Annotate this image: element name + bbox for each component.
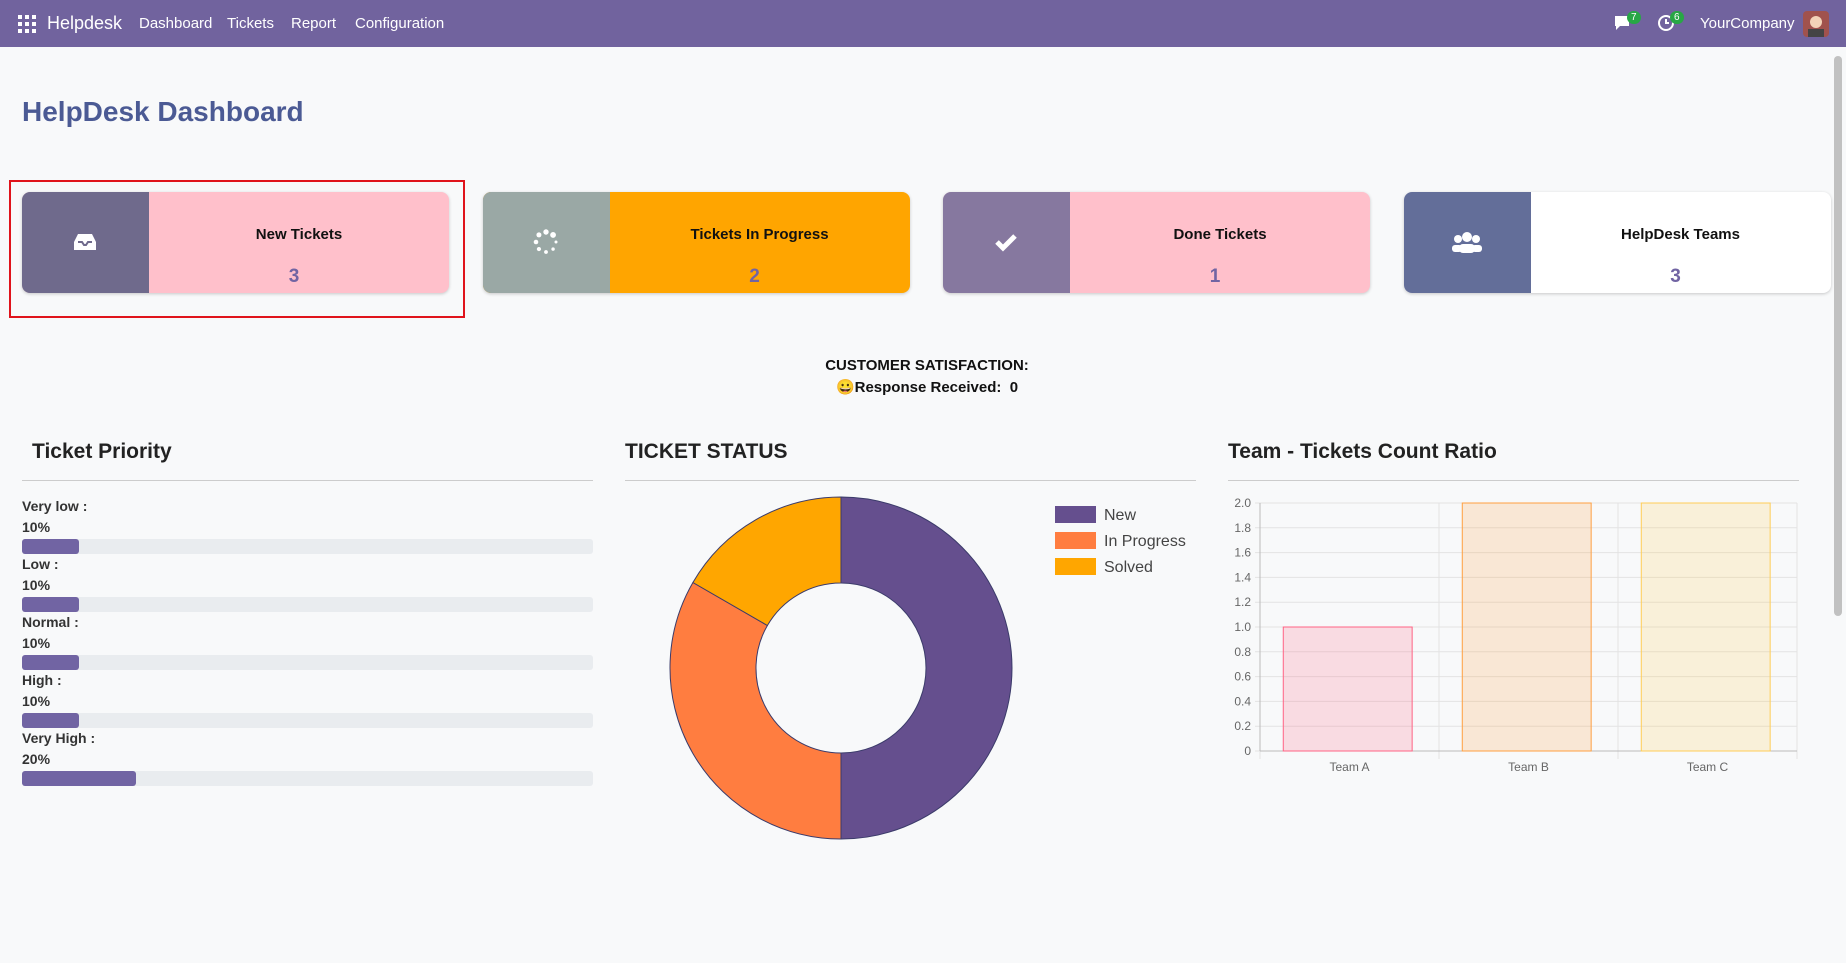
y-tick-label: 0.8 xyxy=(1234,645,1251,659)
card-label: Tickets In Progress xyxy=(690,226,829,243)
legend-swatch xyxy=(1055,506,1096,523)
bar xyxy=(1640,502,1771,752)
card-icon xyxy=(533,229,557,254)
card-icon-box xyxy=(22,192,149,293)
stat-card[interactable]: Done Tickets 1 xyxy=(943,192,1370,293)
company[interactable]: YourCompany xyxy=(1700,15,1795,32)
legend-swatch xyxy=(1055,532,1096,549)
x-tick-label: Team C xyxy=(1687,760,1729,774)
menu-item[interactable]: Tickets xyxy=(227,15,274,32)
divider xyxy=(22,480,593,481)
donut-slice xyxy=(669,581,842,840)
card-label: Done Tickets xyxy=(1173,226,1267,243)
menu-item[interactable]: Dashboard xyxy=(139,15,213,32)
section-title: Team - Tickets Count Ratio xyxy=(1228,440,1497,463)
x-tick-label: Team A xyxy=(1329,760,1369,774)
priority-percent: 10% xyxy=(22,693,51,709)
progress-track xyxy=(22,771,593,786)
messages-badge: 7 xyxy=(1627,11,1641,24)
progress-bar xyxy=(22,597,80,612)
highlight-box xyxy=(9,180,465,318)
donut-chart: New In Progress Solved xyxy=(669,496,1186,840)
apps-icon[interactable] xyxy=(18,15,36,33)
priority-label: Low : xyxy=(22,556,59,572)
card-icon-box xyxy=(943,192,1070,293)
donut-slice xyxy=(692,496,842,627)
bar-chart: 0 0.2 0.4 0.6 0.8 1.0 1.2 1.4 1.6 1.8 2.0 Team A Tea… xyxy=(1234,496,1798,774)
messages-icon[interactable] xyxy=(1613,14,1633,32)
progress-track xyxy=(22,713,593,728)
y-tick-label: 1.0 xyxy=(1234,620,1251,634)
card-icon xyxy=(995,234,1017,252)
stat-card[interactable]: New Tickets 3 xyxy=(22,192,449,293)
card-icon xyxy=(1451,232,1482,253)
y-tick-label: 1.6 xyxy=(1234,546,1251,560)
priority-label: Very High : xyxy=(22,730,96,746)
progress-bar xyxy=(22,713,80,728)
avatar[interactable] xyxy=(1803,11,1829,37)
card-label: HelpDesk Teams xyxy=(1621,226,1740,243)
priority-percent: 10% xyxy=(22,577,51,593)
card-count: 3 xyxy=(1670,266,1681,287)
legend-label: Solved xyxy=(1104,559,1153,576)
y-tick-label: 0.2 xyxy=(1234,719,1251,733)
app-name[interactable]: Helpdesk xyxy=(47,13,123,33)
y-tick-label: 0.6 xyxy=(1234,670,1251,684)
y-tick-label: 0.4 xyxy=(1234,694,1251,708)
stat-card[interactable]: Tickets In Progress 2 xyxy=(482,192,910,293)
progress-track xyxy=(22,597,593,612)
satisfaction-value: 0 xyxy=(1009,379,1019,396)
card-icon-box xyxy=(1403,192,1531,293)
stat-card[interactable]: HelpDesk Teams 3 xyxy=(1403,192,1831,293)
card-icon-box xyxy=(482,192,610,293)
donut-slice xyxy=(840,496,1013,840)
divider xyxy=(1228,480,1799,481)
y-tick-label: 1.2 xyxy=(1234,595,1251,609)
priority-percent: 10% xyxy=(22,635,51,651)
bar xyxy=(1282,626,1413,752)
page-title: HelpDesk Dashboard xyxy=(22,96,304,127)
legend-swatch xyxy=(1055,558,1096,575)
y-tick-label: 1.4 xyxy=(1234,570,1251,584)
menu-item[interactable]: Report xyxy=(291,15,337,32)
card-count: 3 xyxy=(288,266,300,287)
progress-track xyxy=(22,655,593,670)
legend-label: New xyxy=(1104,507,1136,524)
y-tick-label: 2.0 xyxy=(1234,496,1251,510)
y-tick-label: 1.8 xyxy=(1234,521,1251,535)
bar xyxy=(1461,502,1592,752)
section-title: Ticket Priority xyxy=(32,440,172,463)
satisfaction-heading: CUSTOMER SATISFACTION: xyxy=(825,357,1029,374)
priority-label: Very low : xyxy=(22,498,88,514)
menu-item[interactable]: Configuration xyxy=(355,15,445,32)
progress-bar xyxy=(22,539,80,554)
card-count: 1 xyxy=(1209,266,1221,287)
priority-label: High : xyxy=(22,672,62,688)
divider xyxy=(625,480,1196,481)
priority-percent: 20% xyxy=(22,751,51,767)
progress-bar xyxy=(22,771,137,786)
legend-label: In Progress xyxy=(1104,533,1186,550)
progress-track xyxy=(22,539,593,554)
activities-badge: 6 xyxy=(1670,11,1684,24)
section-title: TICKET STATUS xyxy=(625,440,788,463)
priority-label: Normal : xyxy=(22,614,79,630)
satisfaction-label: 😀Response Received: xyxy=(835,379,1002,396)
satisfaction-row: 😀Response Received: 0 xyxy=(727,378,1127,396)
x-tick-label: Team B xyxy=(1508,760,1549,774)
scrollbar[interactable] xyxy=(1834,56,1842,616)
card-count: 2 xyxy=(749,266,760,287)
y-tick-label: 0 xyxy=(1244,744,1251,758)
card-icon xyxy=(74,234,96,250)
progress-bar xyxy=(22,655,80,670)
priority-percent: 10% xyxy=(22,519,51,535)
navbar: Helpdesk Dashboard Tickets Report Config… xyxy=(0,0,1846,47)
card-label: New Tickets xyxy=(255,226,343,243)
